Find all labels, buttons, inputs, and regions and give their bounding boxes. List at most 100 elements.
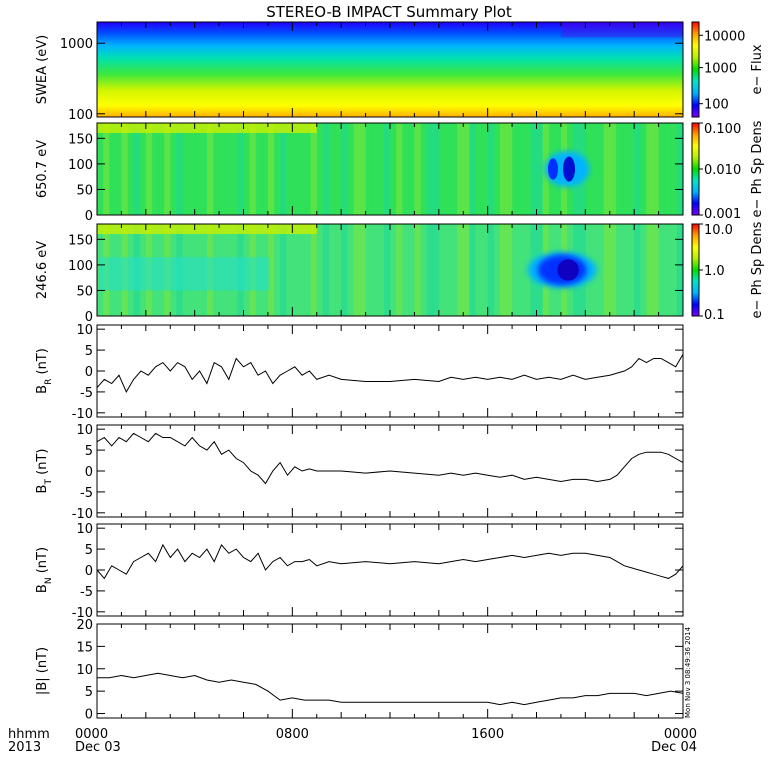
pad-column bbox=[188, 123, 196, 215]
pad-column bbox=[341, 123, 348, 215]
pad-column bbox=[487, 224, 495, 316]
pad-column bbox=[512, 123, 519, 215]
pad-column bbox=[115, 123, 122, 215]
pad-column bbox=[664, 224, 672, 316]
pad-column bbox=[640, 224, 647, 316]
pad-column bbox=[103, 123, 110, 215]
pad-column bbox=[97, 123, 104, 215]
pad-column bbox=[444, 224, 452, 316]
pad-column bbox=[396, 123, 403, 215]
pad-column bbox=[274, 123, 281, 215]
ylabel-main: B bbox=[35, 485, 50, 494]
pad-column bbox=[676, 123, 684, 215]
y-tick-label: 10 bbox=[76, 522, 93, 537]
pad-column bbox=[530, 123, 537, 215]
pad-column bbox=[359, 224, 367, 316]
pad-column bbox=[390, 224, 397, 316]
x-tick-label: 0800 bbox=[276, 727, 309, 742]
pad-column bbox=[377, 123, 385, 215]
pad-column bbox=[451, 224, 458, 316]
pad-column bbox=[615, 224, 623, 316]
pad-column bbox=[640, 123, 647, 215]
x-tick-label: 0000 bbox=[75, 727, 108, 742]
pad-column bbox=[414, 224, 422, 316]
y-tick-label: 50 bbox=[76, 183, 93, 198]
pad-column bbox=[469, 123, 476, 215]
y-tick-label: -10 bbox=[72, 606, 93, 621]
pad-column bbox=[414, 123, 422, 215]
pad-column bbox=[347, 123, 354, 215]
y-tick-label: 5 bbox=[85, 344, 93, 359]
pad-column bbox=[304, 224, 312, 316]
pad-column bbox=[475, 224, 483, 316]
colorbar-label: e− Ph Sp Dens bbox=[750, 120, 765, 217]
pad-column bbox=[603, 224, 611, 316]
panel-frame bbox=[96, 122, 684, 216]
pad-column bbox=[139, 123, 147, 215]
pad-column bbox=[255, 123, 263, 215]
panel-bn: -10 -5 0 5 10 BN (nT) bbox=[35, 522, 684, 621]
y-tick-label: 10 bbox=[76, 423, 93, 438]
y-tick-label: 0 bbox=[85, 365, 93, 380]
pad-column bbox=[127, 123, 135, 215]
pad-column bbox=[335, 123, 342, 215]
y-tick-label: -5 bbox=[80, 386, 93, 401]
pad-column bbox=[646, 123, 653, 215]
pad-column bbox=[286, 123, 293, 215]
pad-column bbox=[274, 224, 281, 316]
ylabel-unit: (nT) bbox=[35, 449, 50, 479]
pad-column bbox=[518, 224, 525, 316]
pad-column bbox=[481, 224, 489, 316]
pad-column bbox=[390, 123, 397, 215]
panel-pad246: 0 50 100 150 0.1 1.0 10.0 e− Ph Sp Dens 246.6 eV bbox=[35, 221, 765, 325]
pad-column bbox=[280, 224, 287, 316]
y-tick-label: 1000 bbox=[60, 37, 93, 52]
pad-column bbox=[249, 123, 257, 215]
pad-column bbox=[359, 123, 367, 215]
y-tick-label: 150 bbox=[68, 233, 93, 248]
panel-frame bbox=[96, 21, 684, 118]
y-tick-label: 10 bbox=[76, 323, 93, 338]
pad-column bbox=[408, 224, 415, 316]
colorbar bbox=[691, 223, 700, 317]
pad-column bbox=[219, 123, 226, 215]
pad-column bbox=[353, 224, 360, 316]
pad-column bbox=[377, 224, 385, 316]
pad-column bbox=[347, 224, 354, 316]
pad-column bbox=[304, 123, 312, 215]
ylabel-unit: (nT) bbox=[35, 547, 50, 577]
panel-frame bbox=[96, 223, 684, 317]
pad-column bbox=[176, 123, 183, 215]
pad-column bbox=[475, 123, 483, 215]
y-tick-label: 0 bbox=[85, 209, 93, 224]
pad-column bbox=[524, 224, 531, 316]
pad-column bbox=[328, 123, 336, 215]
panel-frame bbox=[96, 623, 684, 719]
pad-column bbox=[499, 123, 507, 215]
series-line bbox=[96, 354, 684, 394]
pad-column bbox=[426, 224, 434, 316]
pad-column bbox=[524, 123, 531, 215]
pad-column bbox=[469, 224, 476, 316]
pad-column bbox=[310, 224, 318, 316]
pad-column bbox=[420, 224, 428, 316]
pad-depletion-core bbox=[563, 156, 576, 182]
pad-column bbox=[164, 123, 171, 215]
plot-title: STEREO-B IMPACT Summary Plot bbox=[266, 3, 512, 21]
y-tick-label: 50 bbox=[76, 284, 93, 299]
ylabel-main: B bbox=[35, 584, 50, 593]
panel-ylabel: |B| (nT) bbox=[35, 647, 50, 695]
ylabel-unit: (nT) bbox=[35, 348, 50, 378]
pad-column bbox=[335, 224, 342, 316]
y-tick-label: -5 bbox=[80, 486, 93, 501]
pad-column bbox=[420, 123, 428, 215]
pad-column bbox=[451, 123, 458, 215]
pad-column bbox=[505, 224, 513, 316]
panel-ylabel: BT (nT) bbox=[35, 449, 54, 494]
y-tick-label: 0 bbox=[85, 564, 93, 579]
x-row2-label: 2013 bbox=[8, 740, 41, 755]
colorbar-tick-label: 0.001 bbox=[704, 207, 741, 222]
colorbar-tick-label: 0.1 bbox=[704, 308, 725, 323]
pad-column bbox=[310, 123, 318, 215]
